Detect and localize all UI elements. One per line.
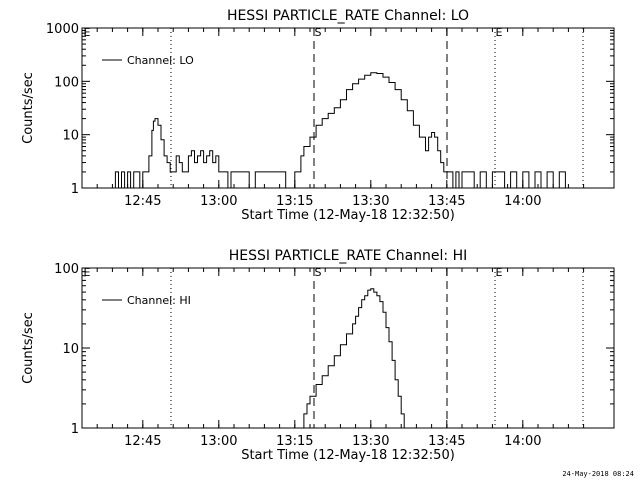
x-tick-label: 13:00 xyxy=(200,194,237,209)
x-tick-label: 12:45 xyxy=(124,434,161,449)
y-axis-label: Counts/sec xyxy=(21,72,36,144)
chart-lo: HESSI PARTICLE_RATE Channel: LO S E E 1 10 100… xyxy=(21,8,615,223)
x-tick-label: 14:00 xyxy=(504,194,541,209)
series-line xyxy=(112,72,566,189)
legend-label: Channel: LO xyxy=(127,54,194,67)
y-tick-label: 1000 xyxy=(46,22,79,37)
chart-hi: HESSI PARTICLE_RATE Channel: HI S E E 1 10 100… xyxy=(21,248,615,463)
x-axis-label: Start Time (12-May-18 12:32:50) xyxy=(241,208,455,223)
x-tick-label: 13:15 xyxy=(276,434,313,449)
x-tick-label: 13:30 xyxy=(352,434,389,449)
annotation-label: E xyxy=(496,26,503,39)
series-line xyxy=(300,288,405,429)
plot-frame xyxy=(81,267,615,429)
x-tick-label: 13:15 xyxy=(276,194,313,209)
x-tick-label: 14:00 xyxy=(504,434,541,449)
y-tick-label: 10 xyxy=(62,129,79,144)
x-tick-label: 13:30 xyxy=(352,194,389,209)
annotation-label: S xyxy=(315,26,322,39)
x-tick-label: 13:45 xyxy=(428,194,465,209)
annotation-label: S xyxy=(315,266,322,279)
annotation-label: E xyxy=(496,266,503,279)
y-tick-label: 100 xyxy=(54,75,79,90)
y-tick-label: 10 xyxy=(62,342,79,357)
chart-title: HESSI PARTICLE_RATE Channel: HI xyxy=(229,248,467,264)
annotation-label: E xyxy=(84,26,91,39)
x-tick-label: 13:45 xyxy=(428,434,465,449)
x-axis-label: Start Time (12-May-18 12:32:50) xyxy=(241,448,455,463)
y-tick-label: 1 xyxy=(71,182,79,197)
y-tick-label: 1 xyxy=(71,422,79,437)
legend-label: Channel: HI xyxy=(127,294,191,307)
timestamp: 24-May-2018 08:24 xyxy=(562,470,634,478)
plot-frame xyxy=(81,27,615,189)
x-tick-label: 12:45 xyxy=(124,194,161,209)
x-tick-label: 13:00 xyxy=(200,434,237,449)
y-axis-label: Counts/sec xyxy=(21,312,36,384)
y-tick-label: 100 xyxy=(54,262,79,277)
chart-title: HESSI PARTICLE_RATE Channel: LO xyxy=(227,8,469,24)
annotation-label: E xyxy=(84,266,91,279)
